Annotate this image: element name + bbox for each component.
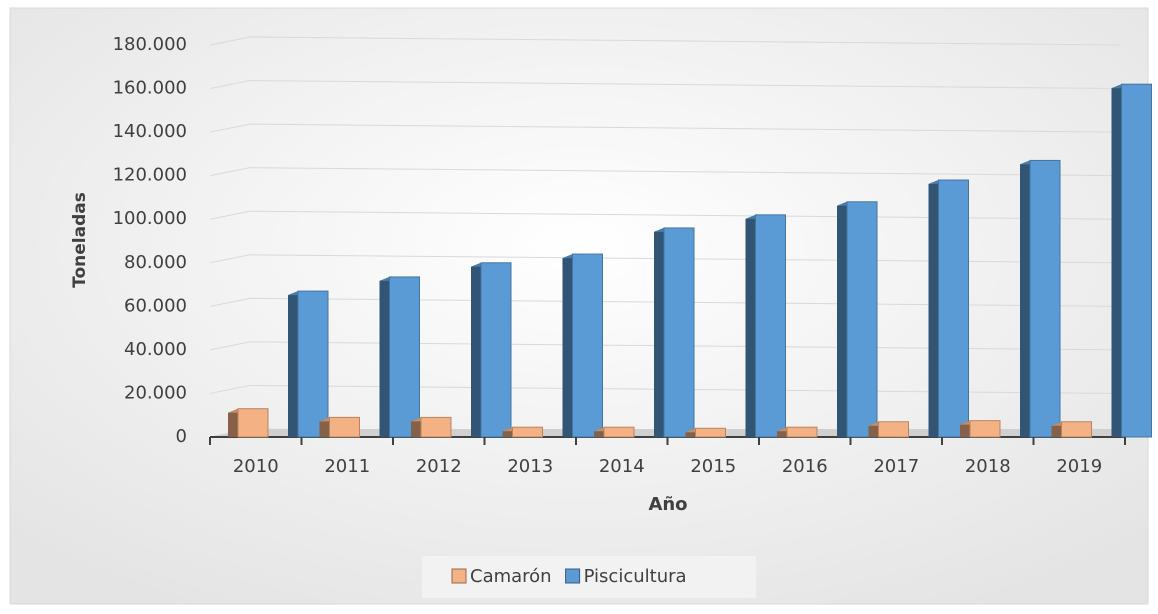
bar: [572, 253, 603, 438]
x-tick-label: 2016: [782, 456, 828, 477]
bar-side: [379, 276, 390, 437]
bar-side: [228, 408, 238, 437]
bar: [1029, 159, 1061, 438]
legend-label: Camarón: [470, 566, 552, 587]
grid-line: [209, 341, 1121, 351]
y-axis-label: Toneladas: [70, 192, 90, 288]
bar: [938, 179, 969, 438]
bar-side: [319, 417, 330, 437]
x-tick-label: 2010: [233, 456, 279, 477]
bar: [420, 416, 452, 438]
bar-side: [654, 227, 664, 437]
bar-side: [1020, 160, 1030, 437]
legend-swatch: [565, 568, 581, 584]
grid-line: [209, 384, 1121, 394]
x-tick-label: 2011: [324, 456, 370, 477]
bar: [1121, 83, 1152, 438]
bar: [969, 420, 1001, 438]
bar: [786, 426, 818, 438]
y-tick-label: 80.000: [124, 252, 187, 273]
bar: [329, 416, 360, 438]
bar-side: [837, 201, 847, 437]
y-tick-label: 40.000: [124, 339, 187, 360]
bar: [1061, 421, 1092, 438]
grid-line: [209, 254, 1121, 264]
bar: [480, 262, 512, 438]
y-tick-label: 100.000: [113, 208, 187, 229]
y-tick-label: 140.000: [113, 121, 187, 142]
bar: [297, 290, 329, 438]
grid-line: [209, 297, 1121, 307]
bar-side: [928, 180, 939, 437]
legend-box: [422, 556, 756, 598]
bar-side: [745, 214, 756, 437]
legend-swatch: [451, 568, 467, 584]
grid-line: [209, 80, 1121, 90]
bar: [389, 276, 420, 438]
bar-side: [562, 254, 573, 437]
x-tick-label: 2015: [690, 456, 736, 477]
bar: [512, 426, 543, 438]
y-tick-label: 60.000: [124, 295, 187, 316]
x-tick-label: 2012: [416, 456, 462, 477]
x-tick-label: 2018: [965, 456, 1011, 477]
bar-side: [411, 417, 421, 437]
bar: [846, 201, 878, 438]
legend-label: Piscicultura: [584, 566, 687, 587]
grid-line: [209, 210, 1121, 220]
x-tick-label: 2014: [599, 456, 645, 477]
bar-side: [288, 291, 298, 437]
bar-side: [960, 420, 970, 437]
bar-side: [1111, 84, 1122, 437]
x-tick-label: 2013: [507, 456, 553, 477]
y-tick-label: 160.000: [113, 78, 187, 99]
bar: [755, 214, 786, 438]
x-axis-label: Año: [648, 494, 687, 515]
x-tick-label: 2019: [1056, 456, 1102, 477]
y-tick-label: 20.000: [124, 382, 187, 403]
bar: [663, 227, 695, 438]
y-tick-label: 120.000: [113, 165, 187, 186]
x-tick-label: 2017: [873, 456, 919, 477]
y-tick-label: 180.000: [113, 34, 187, 55]
bar: [695, 427, 726, 438]
bar-side: [471, 262, 481, 437]
y-tick-label: 0: [176, 426, 187, 447]
bar: [237, 408, 269, 438]
grid-line: [209, 36, 1121, 46]
bar: [603, 426, 635, 438]
bar: [878, 421, 909, 438]
grid-line: [209, 123, 1121, 133]
grid-line: [209, 167, 1121, 177]
